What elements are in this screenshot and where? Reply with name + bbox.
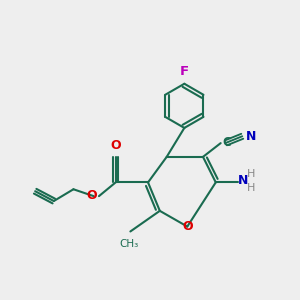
Text: N: N — [238, 174, 248, 187]
Text: N: N — [246, 130, 256, 143]
Text: F: F — [180, 65, 189, 78]
Text: C: C — [222, 136, 231, 149]
Text: H: H — [247, 183, 256, 193]
Text: O: O — [110, 139, 121, 152]
Text: H: H — [247, 169, 256, 179]
Text: O: O — [182, 220, 193, 233]
Text: O: O — [86, 189, 97, 202]
Text: CH₃: CH₃ — [119, 239, 139, 249]
